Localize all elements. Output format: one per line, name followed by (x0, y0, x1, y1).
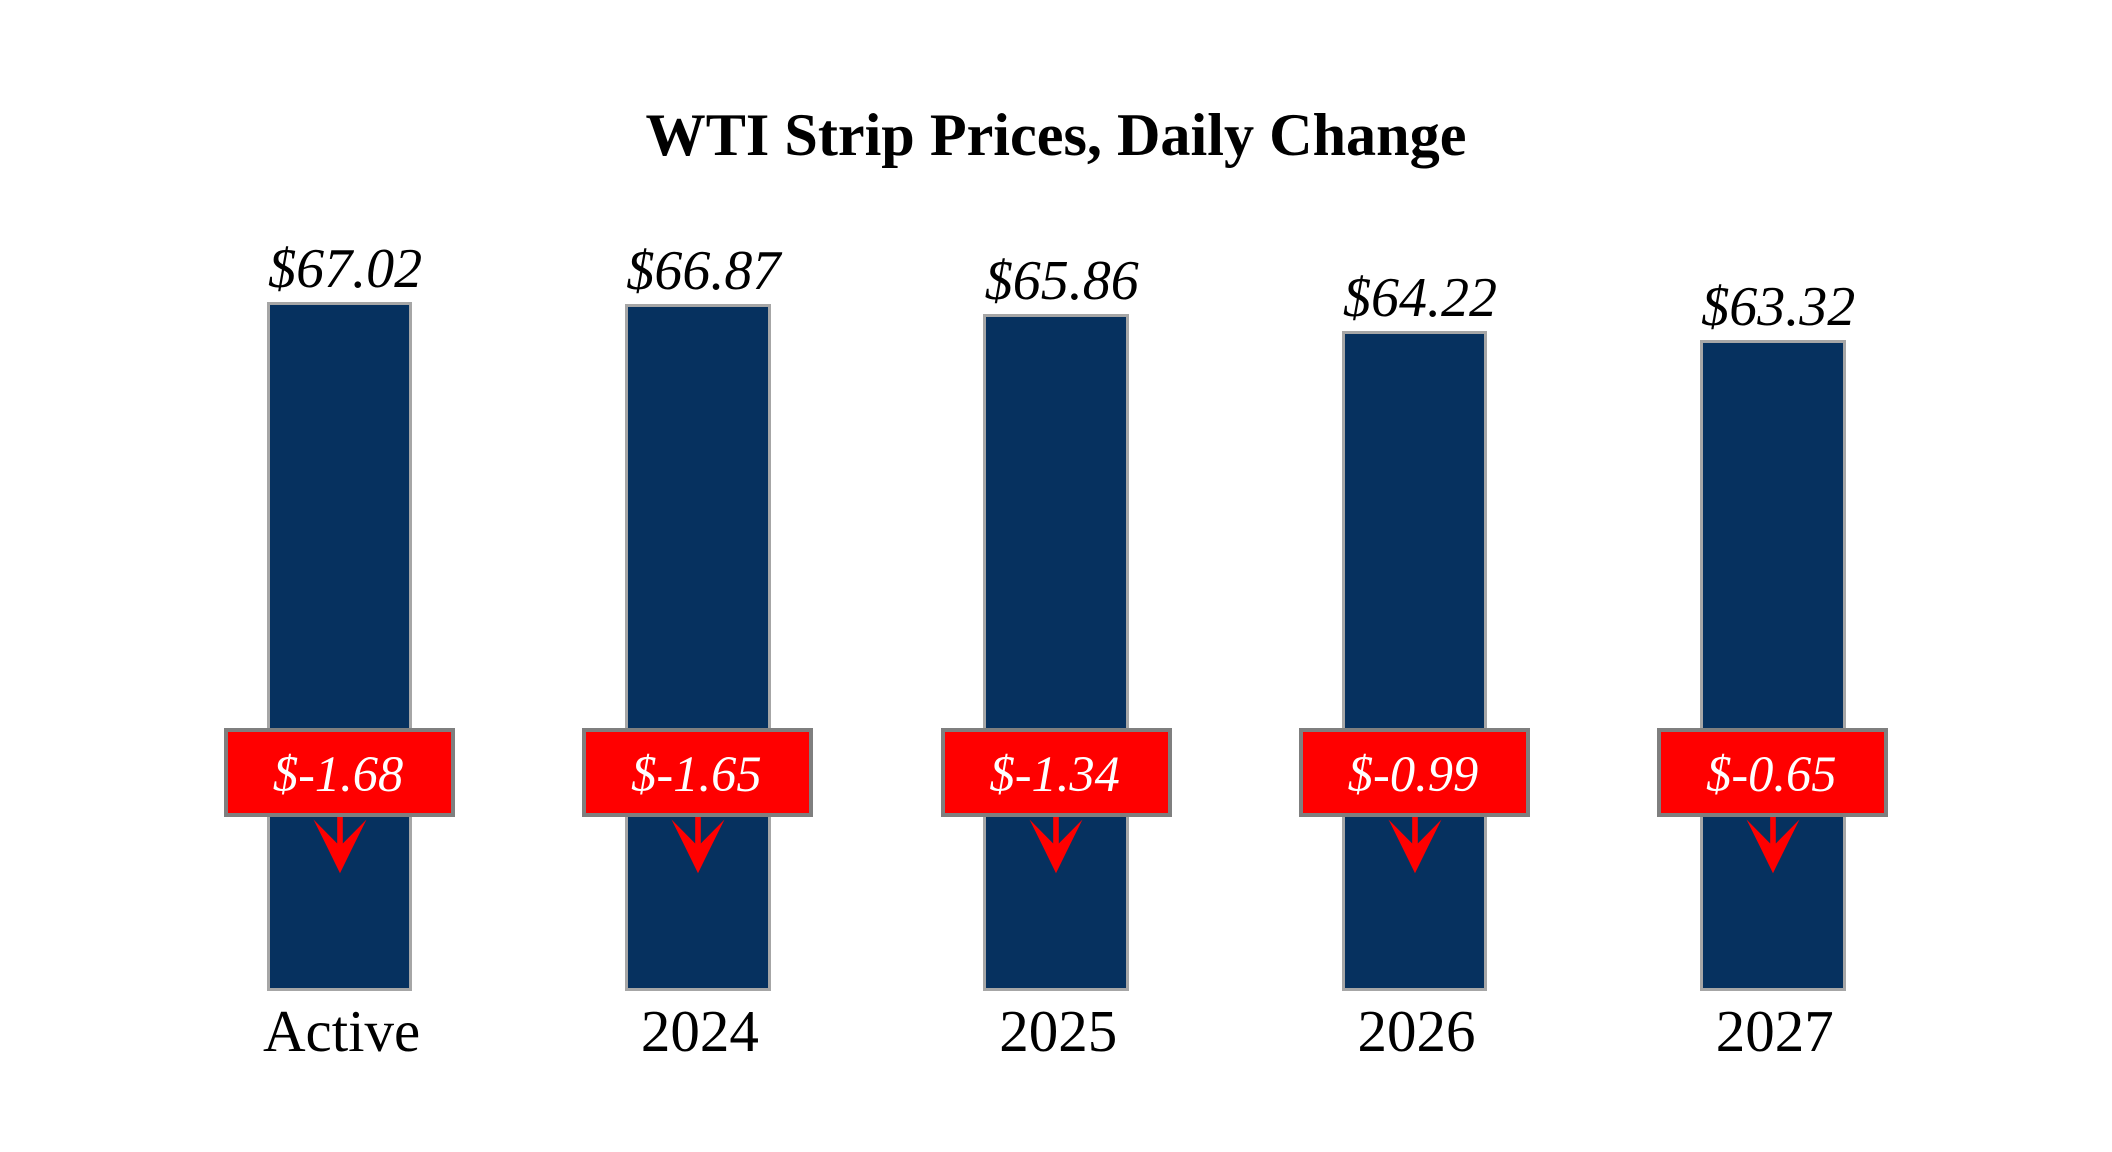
category-label-2027: 2027 (1715, 998, 1834, 1065)
category-label-active: Active (262, 998, 421, 1065)
down-arrow-icon (658, 810, 738, 885)
category-label-2026: 2026 (1357, 998, 1476, 1065)
daily-change-box (1657, 727, 1889, 818)
bar-2024 (625, 303, 771, 992)
category-label-2025: 2025 (999, 998, 1118, 1065)
down-arrow-icon (1733, 810, 1813, 885)
daily-change-box (582, 727, 814, 818)
bar-value-label: $66.87 (626, 239, 781, 302)
bar-value-label: $64.22 (1342, 267, 1497, 330)
bar-2027 (1700, 340, 1846, 992)
daily-change-label: $-1.34 (989, 746, 1120, 803)
daily-change-label: $-1.68 (272, 746, 404, 803)
bar-2025 (983, 314, 1129, 992)
daily-change-box (1299, 727, 1530, 818)
chart-title: WTI Strip Prices, Daily Change (645, 101, 1467, 169)
bar-active (266, 302, 413, 992)
down-arrow-icon (300, 810, 380, 885)
daily-change-box (940, 727, 1172, 818)
daily-change-label: $-0.99 (1347, 746, 1479, 803)
bar-value-label: $67.02 (268, 238, 423, 301)
daily-change-box (224, 727, 456, 818)
bar-value-label: $65.86 (984, 250, 1139, 313)
daily-change-label: $-1.65 (631, 746, 762, 803)
bar-value-label: $63.32 (1701, 276, 1856, 339)
category-label-2024: 2024 (640, 998, 759, 1065)
down-arrow-icon (1016, 810, 1096, 885)
down-arrow-icon (1375, 810, 1455, 885)
bar-2026 (1341, 330, 1488, 992)
daily-change-label: $-0.65 (1706, 746, 1837, 803)
